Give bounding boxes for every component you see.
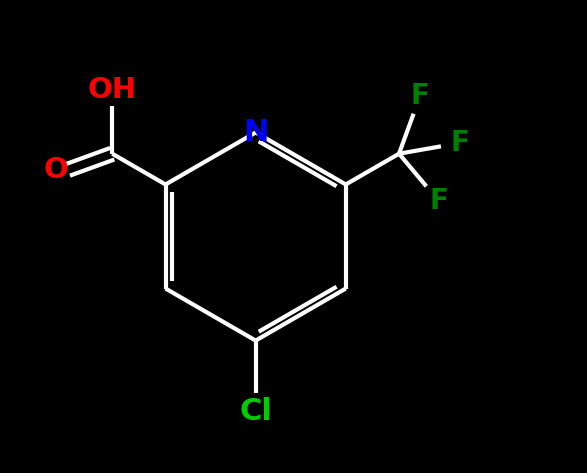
Text: N: N [243, 118, 268, 147]
Text: F: F [450, 129, 469, 157]
Text: F: F [411, 82, 430, 110]
Text: O: O [43, 156, 69, 184]
Text: OH: OH [87, 76, 137, 104]
Text: Cl: Cl [239, 397, 272, 426]
Text: F: F [429, 187, 448, 215]
